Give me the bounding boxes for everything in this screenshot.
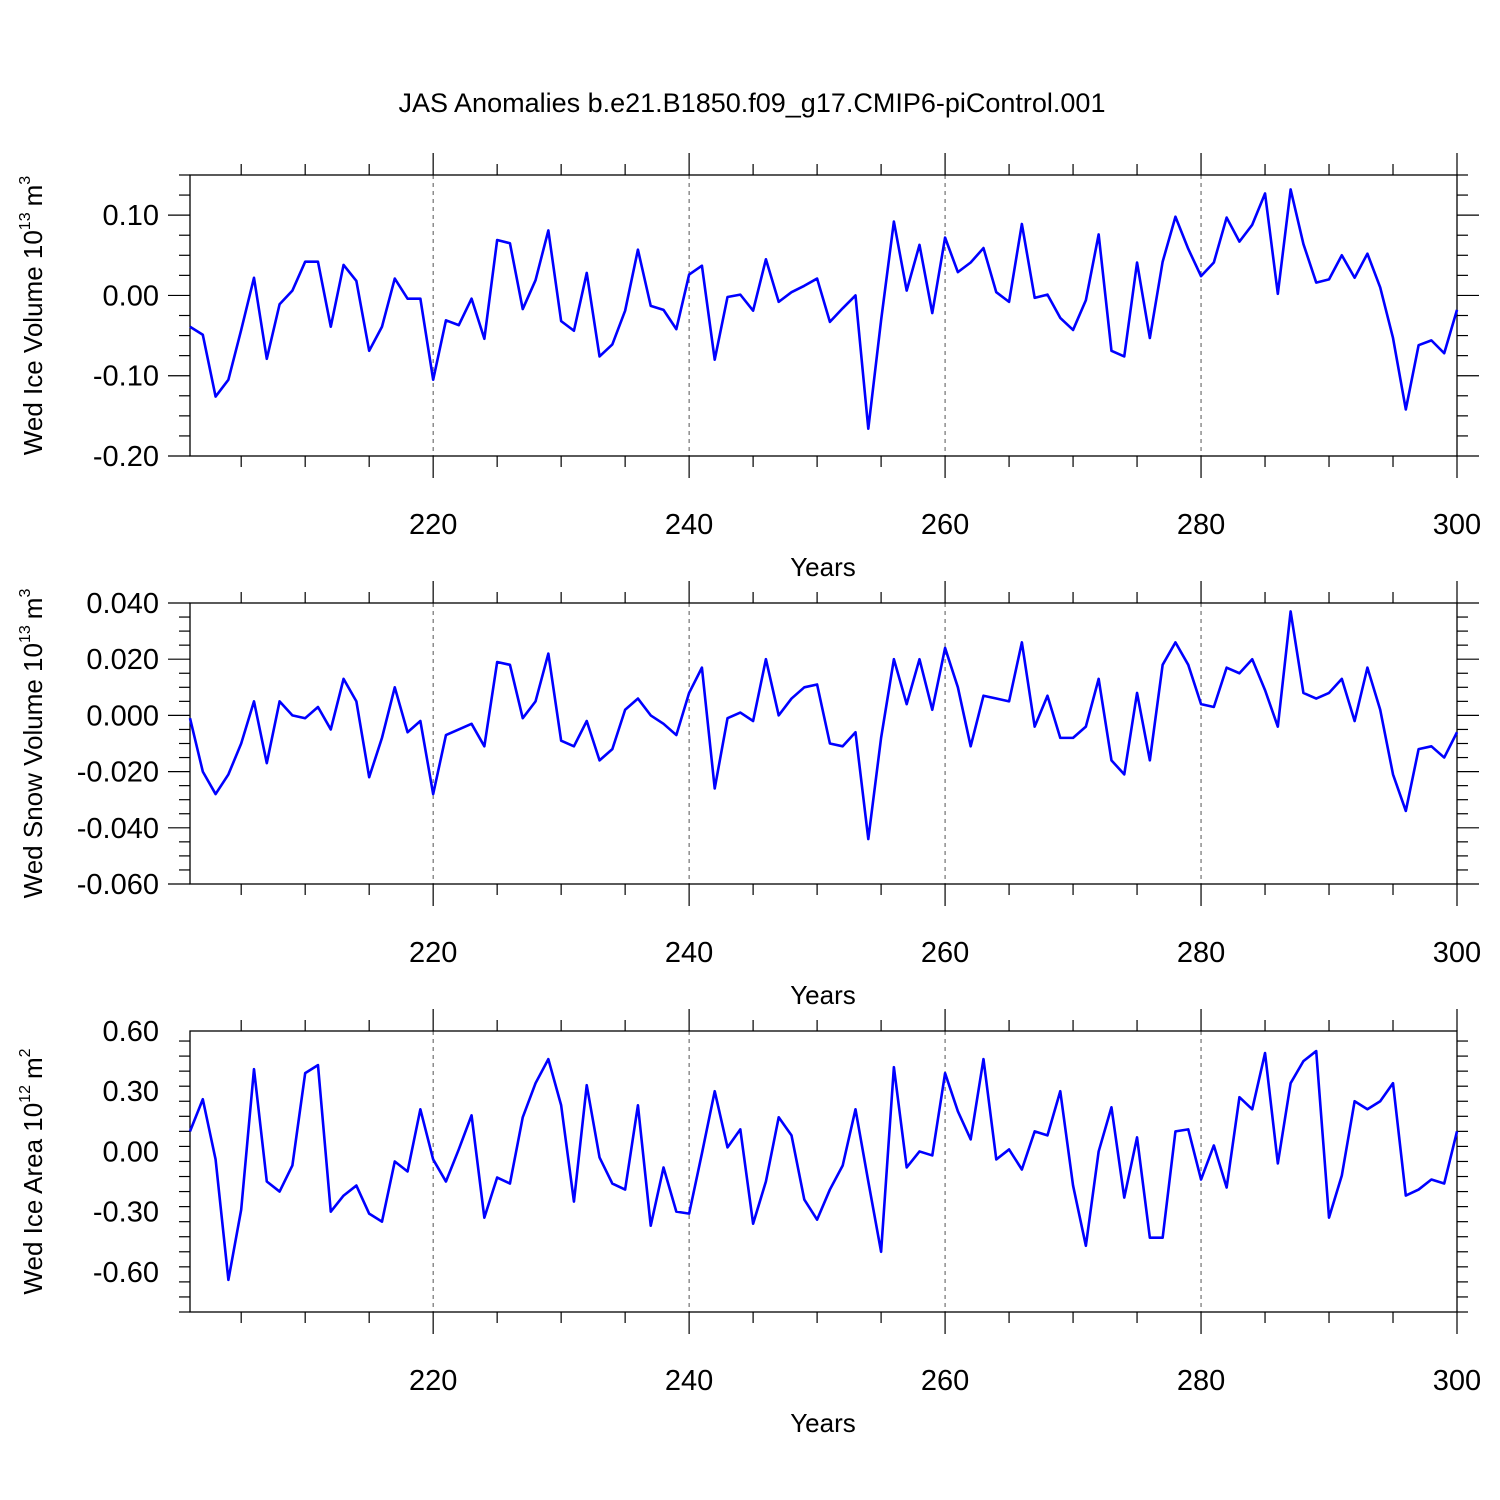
x-tick-label: 240 [665,509,713,541]
x-axis-label: Years [790,552,856,582]
series-line [188,1049,1459,1282]
y-axis-label-exp: 12 [17,1085,34,1103]
y-axis-label-unit: m [18,185,48,207]
x-tick-label: 280 [1177,509,1225,541]
y-axis-label-unit: m [18,598,48,620]
y-tick-label: -0.040 [77,813,159,845]
x-tick-label: 280 [1177,937,1225,969]
chart-title: JAS Anomalies b.e21.B1850.f09_g17.CMIP6-… [399,88,1106,118]
x-tick-label: 220 [409,509,457,541]
y-tick-label: -0.10 [93,361,159,393]
y-axis-label-text: Wed Ice Area 10 [18,1103,48,1295]
y-axis-label-unit: m [18,1057,48,1079]
y-axis-label-unit-exp: 2 [17,1048,34,1057]
y-tick-label: 0.60 [103,1016,159,1048]
x-tick-label: 260 [921,937,969,969]
x-tick-label: 300 [1433,509,1481,541]
y-axis-label: Wed Snow Volume 1013 m3 [17,589,48,899]
y-tick-label: 0.020 [86,644,159,676]
y-tick-label: -0.060 [77,869,159,901]
x-tick-label: 220 [409,937,457,969]
plot-frame [189,1030,1458,1313]
y-axis-label: Wed Ice Volume 1013 m3 [17,176,48,455]
y-tick-label: -0.30 [93,1197,159,1229]
y-tick-label: 0.30 [103,1076,159,1108]
panel-2: 220 240 260 280 300 Years -0.060 -0.040 -0.020 0.… [17,581,1481,1010]
y-tick-label: -0.60 [93,1257,159,1289]
x-tick-label: 240 [665,937,713,969]
x-axis-label: Years [790,980,856,1010]
x-tick-label: 240 [665,1365,713,1397]
y-tick-label: 0.00 [103,1136,159,1168]
y-axis-label-unit-exp: 3 [17,589,34,598]
panel-3: 220 240 260 280 300 Years -0.60 -0.30 0.00 0.30 0.… [17,1009,1481,1438]
y-tick-label: 0.000 [86,700,159,732]
x-tick-label: 300 [1433,1365,1481,1397]
y-axis-label-text: Wed Snow Volume 10 [18,643,48,898]
panel-1: 220 240 260 280 300 Years -0.20 -0.10 0.00 0.10 We… [17,153,1481,582]
y-tick-label: 0.00 [103,280,159,312]
series-line [188,610,1459,841]
series-line [189,188,1459,431]
y-tick-label: -0.020 [77,757,159,789]
x-tick-label: 260 [921,1365,969,1397]
y-axis-label-unit-exp: 3 [17,176,34,185]
x-tick-label: 220 [409,1365,457,1397]
y-axis-label-exp: 13 [17,625,34,643]
panels: 220 240 260 280 300 Years -0.20 -0.10 0.00 0.10 We… [17,153,1481,1438]
y-tick-label: 0.10 [103,200,159,232]
y-axis-label: Wed Ice Area 1012 m2 [17,1048,48,1294]
y-axis-label-text: Wed Ice Volume 10 [18,230,48,455]
y-tick-label: 0.040 [86,588,159,620]
x-tick-label: 280 [1177,1365,1225,1397]
y-axis-label-exp: 13 [17,212,34,230]
x-tick-label: 260 [921,509,969,541]
y-tick-label: -0.20 [93,441,159,473]
x-axis-label: Years [790,1408,856,1438]
x-tick-label: 300 [1433,937,1481,969]
